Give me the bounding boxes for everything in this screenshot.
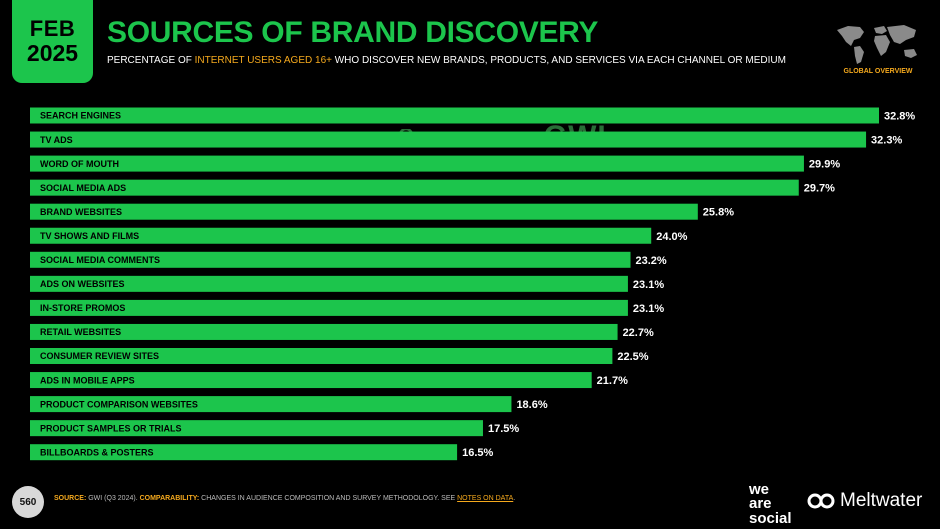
value-label-ads-in-mobile-apps: 21.7%	[597, 375, 628, 387]
footer-end: .	[513, 495, 516, 502]
subtitle-text-pre: PERCENTAGE OF	[107, 55, 195, 66]
bar-brand-websites	[30, 203, 698, 220]
meltwater-text: Meltwater	[840, 490, 923, 511]
value-label-consumer-review-sites: 22.5%	[617, 351, 648, 363]
value-label-social-media-comments: 23.2%	[636, 255, 667, 267]
badge-year: 2025	[26, 40, 79, 66]
category-label-brand-websites: BRAND WEBSITES	[40, 207, 122, 217]
bar-retail-websites	[30, 323, 618, 340]
category-label-social-media-comments: SOCIAL MEDIA COMMENTS	[40, 255, 160, 265]
notes-on-data-link[interactable]: NOTES ON DATA	[457, 495, 514, 502]
category-label-word-of-mouth: WORD OF MOUTH	[40, 159, 119, 169]
logo-we: we	[749, 481, 770, 498]
we-are-social-logo: we are social	[749, 481, 792, 527]
category-label-search-engines: SEARCH ENGINES	[40, 111, 121, 121]
page-subtitle: PERCENTAGE OF INTERNET USERS AGED 16+ WH…	[107, 55, 786, 66]
category-label-product-samples-or-trials: PRODUCT SAMPLES OR TRIALS	[40, 423, 182, 433]
world-map-icon	[837, 25, 917, 64]
bar-billboards-and-posters	[30, 444, 458, 461]
value-label-brand-websites: 25.8%	[703, 207, 734, 219]
subtitle-highlight: INTERNET USERS AGED 16+	[194, 55, 332, 66]
category-label-tv-ads: TV ADS	[40, 135, 73, 145]
category-label-product-comparison-websites: PRODUCT COMPARISON WEBSITES	[40, 399, 198, 409]
value-label-social-media-ads: 29.7%	[804, 183, 835, 195]
bar-social-media-ads	[30, 179, 799, 196]
category-label-ads-on-websites: ADS ON WEBSITES	[40, 279, 125, 289]
map-label: GLOBAL OVERVIEW	[843, 68, 913, 75]
value-label-tv-shows-and-films: 24.0%	[656, 231, 687, 243]
value-label-product-samples-or-trials: 17.5%	[488, 423, 519, 435]
category-label-in-store-promos: IN-STORE PROMOS	[40, 303, 125, 313]
value-label-billboards-and-posters: 16.5%	[462, 447, 493, 459]
subtitle-text-post: WHO DISCOVER NEW BRANDS, PRODUCTS, AND S…	[331, 55, 786, 66]
footer-source: SOURCE: GWI (Q3 2024). COMPARABILITY: CH…	[54, 495, 515, 502]
category-label-social-media-ads: SOCIAL MEDIA ADS	[40, 183, 126, 193]
value-label-product-comparison-websites: 18.6%	[516, 399, 547, 411]
page-number: 560	[12, 486, 44, 518]
date-badge: FEB 2025	[12, 0, 93, 83]
badge-month: FEB	[29, 16, 76, 41]
source-label: SOURCE:	[54, 495, 87, 502]
category-label-tv-shows-and-films: TV SHOWS AND FILMS	[40, 231, 139, 241]
value-label-tv-ads: 32.3%	[871, 135, 902, 147]
meltwater-logo: Meltwater	[806, 490, 922, 512]
comparability-label: COMPARABILITY:	[139, 495, 200, 502]
value-label-ads-on-websites: 23.1%	[633, 279, 664, 291]
value-label-search-engines: 32.8%	[884, 111, 915, 123]
source-value: GWI (Q3 2024).	[88, 495, 138, 502]
value-label-word-of-mouth: 29.9%	[809, 159, 840, 171]
bar-tv-shows-and-films	[30, 227, 652, 244]
comparability-text: CHANGES IN AUDIENCE COMPOSITION AND SURV…	[201, 495, 458, 502]
bar-social-media-comments	[30, 251, 631, 268]
bar-ads-in-mobile-apps	[30, 372, 592, 389]
bar-search-engines	[30, 107, 879, 124]
category-label-ads-in-mobile-apps: ADS IN MOBILE APPS	[40, 375, 135, 385]
logo-social: social	[749, 509, 792, 527]
bar-word-of-mouth	[30, 155, 804, 172]
bar-in-store-promos	[30, 299, 628, 316]
value-label-retail-websites: 22.7%	[623, 327, 654, 339]
bar-consumer-review-sites	[30, 348, 613, 364]
bar-ads-on-websites	[30, 275, 628, 292]
category-label-consumer-review-sites: CONSUMER REVIEW SITES	[40, 351, 159, 361]
bar-product-samples-or-trials	[30, 420, 483, 437]
page-title: SOURCES OF BRAND DISCOVERY	[107, 16, 599, 49]
meltwater-icon	[807, 493, 835, 509]
category-label-billboards-and-posters: BILLBOARDS & POSTERS	[40, 447, 154, 457]
bar-product-comparison-websites	[30, 396, 512, 413]
value-label-in-store-promos: 23.1%	[633, 303, 664, 315]
category-label-retail-websites: RETAIL WEBSITES	[40, 327, 121, 337]
bar-tv-ads	[30, 131, 867, 148]
logo-are: are	[749, 495, 772, 513]
